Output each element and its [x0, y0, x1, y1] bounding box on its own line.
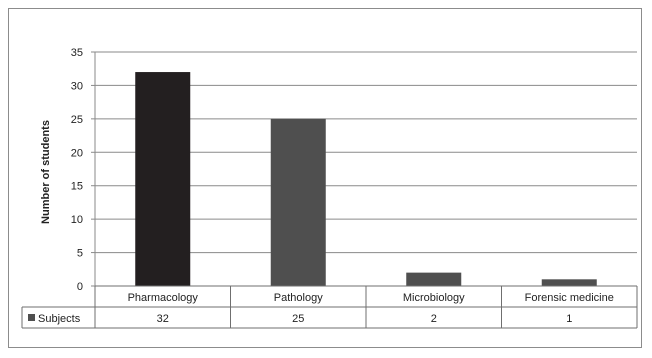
table-value: 1 — [566, 313, 572, 325]
legend-series-name: Subjects — [38, 313, 81, 325]
y-tick-label: 20 — [71, 147, 83, 159]
y-tick-label: 25 — [71, 114, 83, 126]
y-tick-label: 30 — [71, 80, 83, 92]
bar-pharmacology — [135, 72, 191, 286]
y-tick-label: 0 — [77, 281, 83, 293]
y-tick-label: 10 — [71, 214, 83, 226]
table-value: 2 — [431, 313, 437, 325]
data-table: Pharmacology Pathology Microbiology Forensi… — [21, 285, 638, 329]
y-tick-label: 15 — [71, 181, 83, 193]
x-category-label: Microbiology — [403, 292, 465, 304]
x-category-label: Pathology — [274, 292, 323, 304]
bar-pathology — [270, 118, 326, 286]
x-category-label: Pharmacology — [128, 292, 199, 304]
bars — [135, 72, 597, 286]
bar-microbiology — [406, 272, 462, 286]
y-tick-label: 35 — [71, 47, 83, 59]
legend-key — [28, 314, 35, 321]
y-axis-ticks: 0 5 10 15 20 25 30 35 — [71, 47, 83, 293]
table-value: 32 — [157, 313, 169, 325]
x-category-label: Forensic medicine — [525, 292, 614, 304]
bar-forensic-medicine — [541, 279, 597, 286]
y-tick-label: 5 — [77, 248, 83, 260]
table-value: 25 — [292, 313, 304, 325]
y-axis-label: Number of students — [40, 120, 52, 224]
